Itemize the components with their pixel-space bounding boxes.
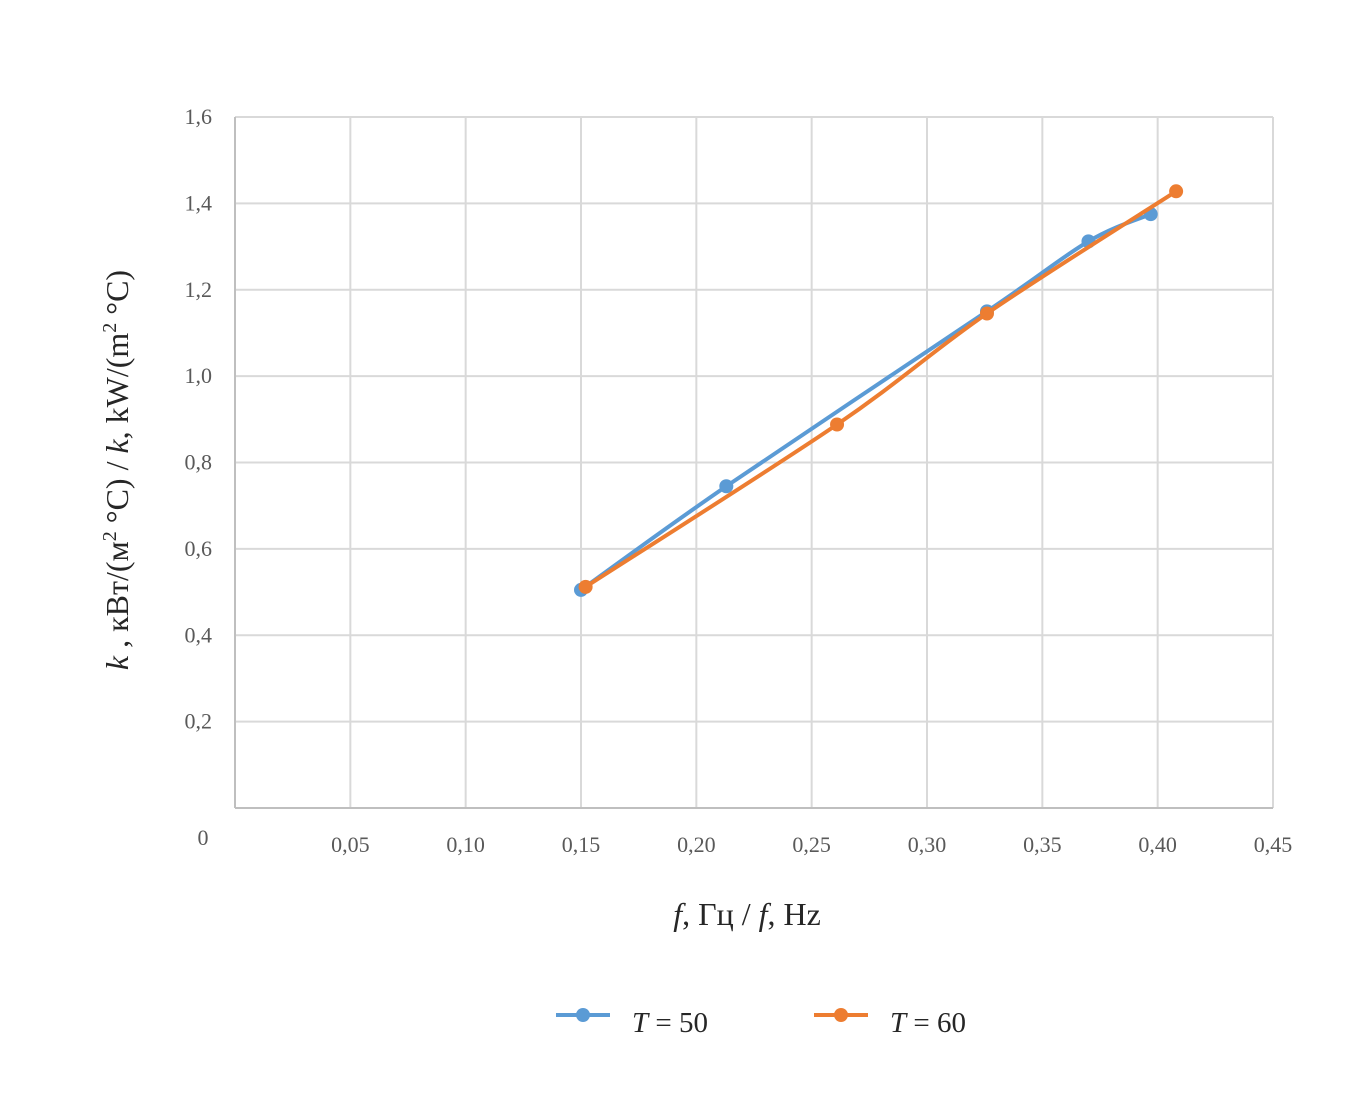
data-point — [830, 417, 845, 432]
y-tick-label: 0,2 — [185, 709, 213, 734]
y-tick-label: 1,4 — [185, 190, 213, 215]
data-point — [719, 479, 734, 494]
y-axis-ticks: 0,2 0,4 0,6 0,8 1,0 1,2 1,4 1,6 — [185, 104, 213, 734]
legend-item-t50: T = 50 — [556, 1007, 708, 1039]
legend-label-t50: T = 50 — [632, 1007, 708, 1039]
y-axis-title-sup2: 2 — [99, 323, 121, 333]
y-axis-title-text: , кВт/(м — [99, 541, 135, 656]
x-tick-label: 0,35 — [1023, 832, 1062, 857]
series-t60 — [578, 184, 1184, 594]
y-axis-title-var2: k — [99, 439, 135, 454]
series-line — [584, 189, 1178, 589]
x-tick-label: 0,45 — [1254, 832, 1293, 857]
x-axis-title-text: , Гц / — [682, 896, 759, 932]
x-tick-label: 0,40 — [1138, 832, 1177, 857]
legend-rest-t60: = 60 — [906, 1007, 966, 1039]
legend-marker-t50 — [576, 1008, 590, 1022]
x-axis-ticks: 0,05 0,10 0,15 0,20 0,25 0,30 0,35 0,40 0,45 — [331, 832, 1292, 857]
x-tick-label: 0,05 — [331, 832, 370, 857]
x-axis-title-text2: , Hz — [767, 896, 820, 932]
y-tick-label: 1,2 — [185, 277, 213, 302]
x-tick-label: 0,10 — [446, 832, 485, 857]
x-tick-label: 0,25 — [792, 832, 831, 857]
y-axis-title-sup: 2 — [99, 531, 121, 541]
y-axis-title-text2: °С) / — [99, 454, 135, 532]
legend-marker-t60 — [834, 1008, 848, 1022]
x-tick-label: 0,15 — [562, 832, 601, 857]
legend-label-t60: T = 60 — [890, 1007, 966, 1039]
x-tick-label: 0,20 — [677, 832, 716, 857]
y-tick-label: 0,6 — [185, 536, 213, 561]
x-tick-label: 0,30 — [908, 832, 947, 857]
legend: T = 50 T = 60 — [556, 1007, 966, 1039]
legend-var-t50: T — [632, 1007, 650, 1039]
legend-rest-t50: = 50 — [648, 1007, 708, 1039]
y-axis-title-var: k — [99, 655, 135, 670]
origin-tick-label: 0 — [198, 825, 209, 850]
y-tick-label: 0,4 — [185, 622, 213, 647]
y-axis-title-text3: , kW/(m — [99, 333, 135, 440]
data-point — [979, 306, 994, 321]
y-tick-label: 1,6 — [185, 104, 213, 129]
legend-item-t60: T = 60 — [814, 1007, 966, 1039]
data-point — [1169, 184, 1184, 199]
chart-series — [574, 184, 1184, 597]
data-point — [578, 579, 593, 594]
legend-var-t60: T — [890, 1007, 908, 1039]
x-axis-title: f, Гц / f, Hz — [673, 896, 821, 932]
y-tick-label: 1,0 — [185, 363, 213, 388]
y-tick-label: 0,8 — [185, 450, 213, 475]
y-axis-title: k , кВт/(м2 °С) / k, kW/(m2 °C) — [99, 270, 135, 670]
chart-grid — [234, 116, 1274, 809]
y-axis-title-text4: °C) — [99, 270, 135, 323]
